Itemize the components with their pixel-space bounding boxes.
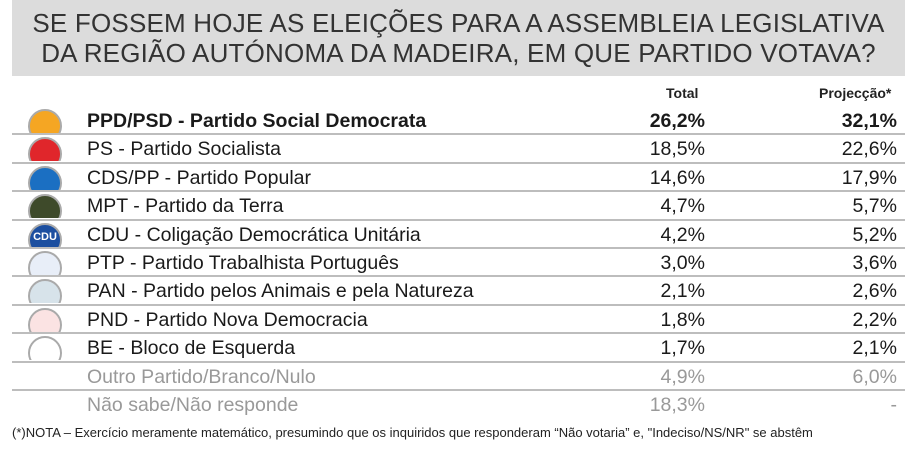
total-value: 1,8% (660, 308, 705, 331)
total-value: 4,9% (660, 365, 705, 388)
projection-value: 3,6% (852, 251, 897, 274)
total-value: 14,6% (649, 166, 705, 189)
party-name: PS - Partido Socialista (87, 138, 282, 161)
table-row: PS - Partido Socialista 18,5% 22,6% (12, 135, 905, 164)
party-name: PND - Partido Nova Democracia (87, 308, 368, 331)
projection-value: - (890, 393, 898, 416)
table-row: MPT - Partido da Terra 4,7% 5,7% (12, 192, 905, 221)
table-row: CDS/PP - Partido Popular 14,6% 17,9% (12, 164, 905, 193)
title-banner: SE FOSSEM HOJE AS ELEIÇÕES PARA A ASSEMB… (12, 0, 905, 76)
projection-value: 32,1% (841, 110, 897, 132)
footnote: (*)NOTA – Exercício meramente matemático… (12, 425, 813, 440)
table-row: PPD/PSD - Partido Social Democrata 26,2% 3… (12, 107, 905, 136)
logo-text: CDU (33, 230, 57, 243)
ps-fist-logo-icon (28, 137, 62, 162)
cds-logo-icon (28, 165, 62, 190)
pnd-heart-logo-icon (28, 307, 62, 332)
party-name: MPT - Partido da Terra (87, 195, 284, 218)
projection-value: 2,6% (852, 280, 897, 303)
total-value: 1,7% (660, 337, 705, 360)
cdu-logo-icon: CDU (28, 222, 62, 247)
table-row: PTP - Partido Trabalhista Português 3,0% 3… (12, 249, 905, 278)
total-value: 2,1% (660, 280, 705, 303)
title-line-1: SE FOSSEM HOJE AS ELEIÇÕES PARA A ASSEMB… (32, 8, 885, 38)
table-row: PAN - Partido pelos Animais e pela Natur… (12, 277, 905, 306)
projection-value: 22,6% (841, 138, 897, 161)
party-name: PTP - Partido Trabalhista Português (87, 251, 399, 274)
pan-logo-icon (28, 279, 62, 304)
party-name: Outro Partido/Branco/Nulo (87, 365, 316, 388)
results-table: PPD/PSD - Partido Social Democrata 26,2% 3… (12, 107, 905, 419)
total-value: 18,3% (649, 393, 705, 416)
ptp-logo-icon (28, 250, 62, 275)
table-row: Outro Partido/Branco/Nulo 4,9% 6,0% (12, 363, 905, 391)
party-name: PPD/PSD - Partido Social Democrata (87, 110, 427, 132)
be-logo-icon (28, 336, 62, 361)
total-value: 4,2% (660, 223, 705, 246)
header-projection: Projecção* (819, 85, 892, 101)
total-value: 26,2% (649, 110, 705, 132)
title-line-2: DA REGIÃO AUTÓNOMA DA MADEIRA, EM QUE PA… (41, 38, 876, 68)
header-total: Total (666, 85, 699, 101)
projection-value: 6,0% (852, 365, 897, 388)
party-name: BE - Bloco de Esquerda (87, 337, 296, 360)
psd-logo-icon (28, 109, 62, 133)
projection-value: 2,1% (852, 337, 897, 360)
table-row: CDU CDU - Coligação Democrática Unitária 4… (12, 221, 905, 249)
party-name: PAN - Partido pelos Animais e pela Natur… (87, 280, 474, 303)
party-name: CDU - Coligação Democrática Unitária (87, 223, 421, 246)
mpt-clover-logo-icon (28, 194, 62, 219)
table-row: BE - Bloco de Esquerda 1,7% 2,1% (12, 334, 905, 363)
projection-value: 17,9% (841, 166, 897, 189)
party-name: CDS/PP - Partido Popular (87, 166, 311, 189)
projection-value: 5,2% (852, 223, 897, 246)
total-value: 3,0% (660, 251, 705, 274)
total-value: 4,7% (660, 195, 705, 218)
table-row: Não sabe/Não responde 18,3% - (12, 391, 905, 419)
table-row: PND - Partido Nova Democracia 1,8% 2,2% (12, 306, 905, 335)
total-value: 18,5% (649, 138, 705, 161)
projection-value: 2,2% (852, 308, 897, 331)
projection-value: 5,7% (852, 195, 897, 218)
party-name: Não sabe/Não responde (87, 393, 299, 416)
